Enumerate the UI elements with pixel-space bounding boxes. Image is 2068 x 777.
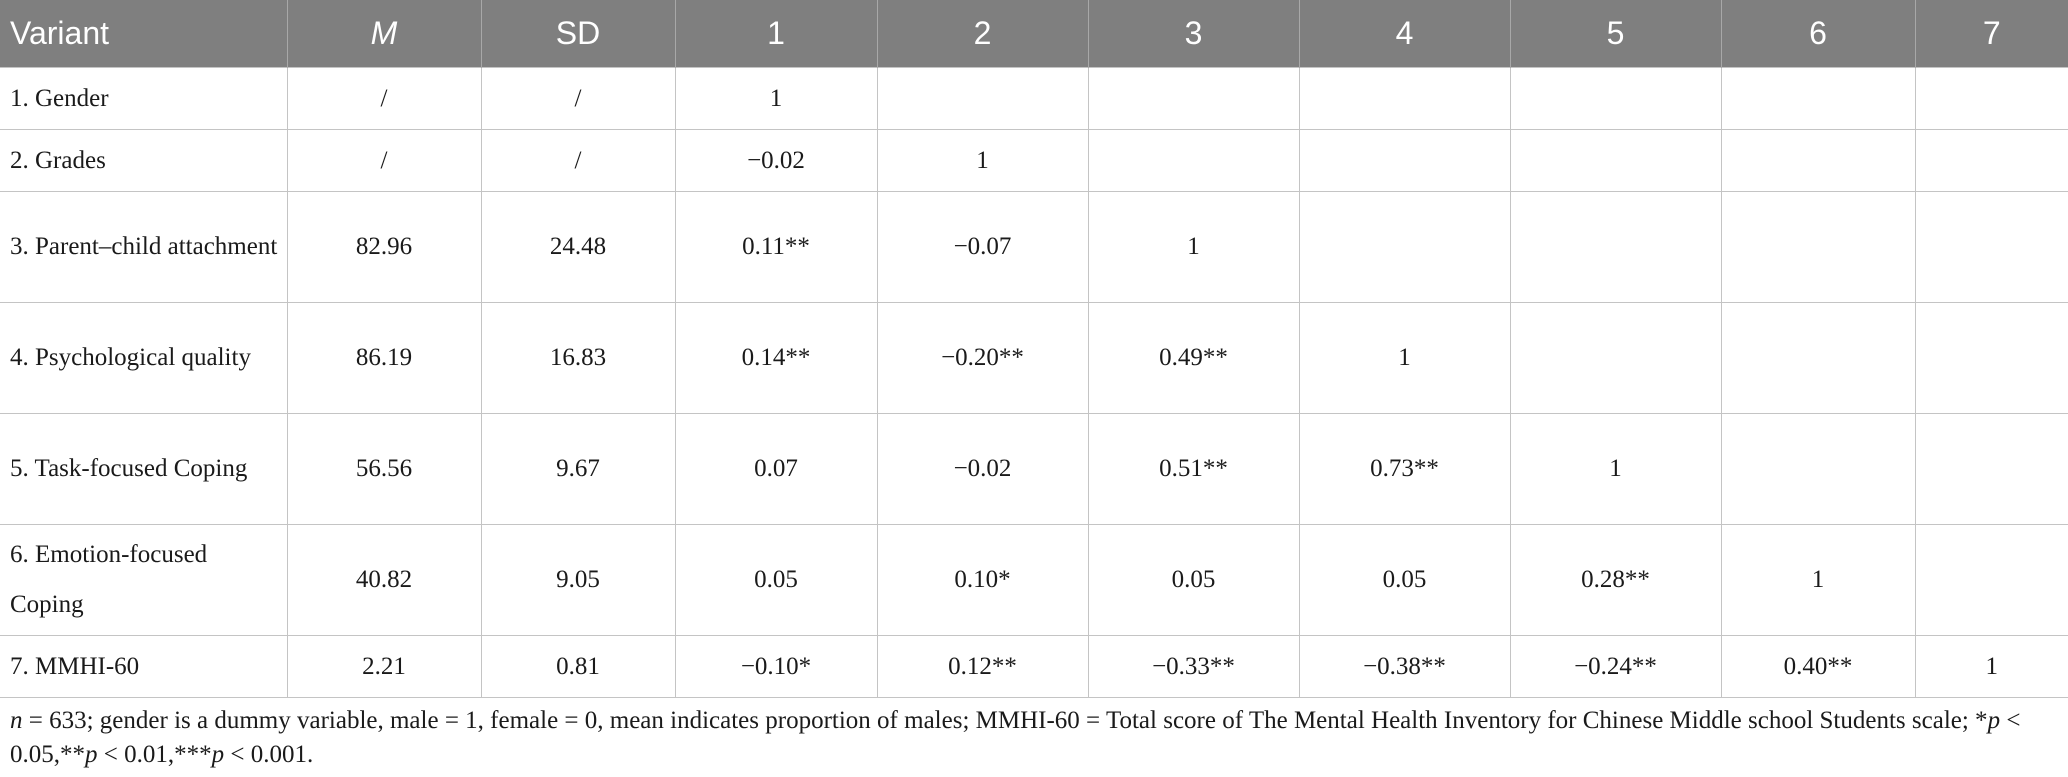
cell-1: 0.11** bbox=[674, 191, 878, 303]
cell-sd: / bbox=[480, 129, 676, 192]
table-row: 2. Grades / / −0.02 1 bbox=[0, 129, 2068, 192]
header-variant: Variant bbox=[0, 0, 288, 68]
table-row: 5. Task-focused Coping 56.56 9.67 0.07 −… bbox=[0, 413, 2068, 525]
cell-mean: 86.19 bbox=[286, 302, 482, 414]
cell-6 bbox=[1720, 129, 1916, 192]
cell-4: 0.05 bbox=[1298, 524, 1511, 636]
cell-4 bbox=[1298, 191, 1511, 303]
header-sd: SD bbox=[481, 0, 676, 68]
cell-3: 1 bbox=[1087, 191, 1300, 303]
cell-3: 0.05 bbox=[1087, 524, 1300, 636]
cell-7 bbox=[1914, 413, 2068, 525]
footnote-p-symbol: p bbox=[211, 741, 225, 768]
cell-mean: 82.96 bbox=[286, 191, 482, 303]
cell-5: 1 bbox=[1509, 413, 1722, 525]
header-col-5: 5 bbox=[1510, 0, 1722, 68]
cell-mean: / bbox=[286, 129, 482, 192]
table-footnote: n = 633; gender is a dummy variable, mal… bbox=[0, 698, 2060, 772]
footnote-threshold-1: < 0.05,** bbox=[10, 707, 2021, 768]
cell-7 bbox=[1914, 191, 2068, 303]
cell-6: 0.40** bbox=[1720, 635, 1916, 698]
cell-mean: 56.56 bbox=[286, 413, 482, 525]
cell-6 bbox=[1720, 191, 1916, 303]
cell-3: 0.49** bbox=[1087, 302, 1300, 414]
table-row: 3. Parent–child attachment 82.96 24.48 0… bbox=[0, 191, 2068, 303]
footnote-p-symbol: p bbox=[85, 741, 98, 768]
cell-1: −0.02 bbox=[674, 129, 878, 192]
cell-2: −0.20** bbox=[876, 302, 1089, 414]
table-row: 4. Psychological quality 86.19 16.83 0.1… bbox=[0, 302, 2068, 414]
cell-5 bbox=[1509, 191, 1722, 303]
correlation-table: Variant M SD 1 2 3 4 5 6 7 1. Gender / /… bbox=[0, 0, 2068, 698]
cell-7 bbox=[1914, 524, 2068, 636]
cell-5 bbox=[1509, 67, 1722, 130]
row-label: 2. Grades bbox=[0, 129, 288, 192]
header-col-7: 7 bbox=[1915, 0, 2068, 68]
footnote-text: = 633; gender is a dummy variable, male … bbox=[22, 707, 1988, 734]
footnote-n-symbol: n bbox=[10, 707, 23, 734]
cell-7 bbox=[1914, 302, 2068, 414]
cell-7 bbox=[1914, 67, 2068, 130]
table-row: 7. MMHI-60 2.21 0.81 −0.10* 0.12** −0.33… bbox=[0, 635, 2068, 698]
cell-4: 1 bbox=[1298, 302, 1511, 414]
table-row: 6. Emotion-focused Coping 40.82 9.05 0.0… bbox=[0, 524, 2068, 636]
cell-6 bbox=[1720, 302, 1916, 414]
cell-sd: / bbox=[480, 67, 676, 130]
cell-1: 1 bbox=[674, 67, 878, 130]
row-label: 1. Gender bbox=[0, 67, 288, 130]
header-row: Variant M SD 1 2 3 4 5 6 7 bbox=[0, 0, 2068, 68]
cell-2: 1 bbox=[876, 129, 1089, 192]
cell-4 bbox=[1298, 129, 1511, 192]
cell-3: −0.33** bbox=[1087, 635, 1300, 698]
header-col-3: 3 bbox=[1088, 0, 1300, 68]
header-col-6: 6 bbox=[1721, 0, 1916, 68]
cell-5: −0.24** bbox=[1509, 635, 1722, 698]
cell-sd: 9.67 bbox=[480, 413, 676, 525]
cell-4: −0.38** bbox=[1298, 635, 1511, 698]
row-label: 6. Emotion-focused Coping bbox=[0, 524, 288, 636]
row-label: 7. MMHI-60 bbox=[0, 635, 288, 698]
row-label: 3. Parent–child attachment bbox=[0, 191, 288, 303]
header-col-2: 2 bbox=[877, 0, 1089, 68]
cell-6 bbox=[1720, 413, 1916, 525]
cell-1: 0.05 bbox=[674, 524, 878, 636]
cell-1: −0.10* bbox=[674, 635, 878, 698]
cell-sd: 24.48 bbox=[480, 191, 676, 303]
header-mean: M bbox=[287, 0, 482, 68]
cell-2: 0.12** bbox=[876, 635, 1089, 698]
cell-3: 0.51** bbox=[1087, 413, 1300, 525]
cell-sd: 0.81 bbox=[480, 635, 676, 698]
cell-6 bbox=[1720, 67, 1916, 130]
correlation-table-container: Variant M SD 1 2 3 4 5 6 7 1. Gender / /… bbox=[0, 0, 2068, 698]
footnote-p-symbol: p bbox=[1987, 707, 2001, 734]
cell-3 bbox=[1087, 67, 1300, 130]
cell-mean: 40.82 bbox=[286, 524, 482, 636]
cell-5: 0.28** bbox=[1509, 524, 1722, 636]
cell-1: 0.07 bbox=[674, 413, 878, 525]
table-row: 1. Gender / / 1 bbox=[0, 67, 2068, 130]
cell-5 bbox=[1509, 129, 1722, 192]
cell-mean: / bbox=[286, 67, 482, 130]
cell-7 bbox=[1914, 129, 2068, 192]
row-label: 5. Task-focused Coping bbox=[0, 413, 288, 525]
footnote-threshold-3: < 0.001. bbox=[224, 741, 314, 768]
row-label: 4. Psychological quality bbox=[0, 302, 288, 414]
cell-sd: 9.05 bbox=[480, 524, 676, 636]
cell-4 bbox=[1298, 67, 1511, 130]
header-col-4: 4 bbox=[1299, 0, 1511, 68]
cell-3 bbox=[1087, 129, 1300, 192]
header-col-1: 1 bbox=[675, 0, 878, 68]
cell-mean: 2.21 bbox=[286, 635, 482, 698]
cell-1: 0.14** bbox=[674, 302, 878, 414]
cell-2 bbox=[876, 67, 1089, 130]
cell-2: −0.07 bbox=[876, 191, 1089, 303]
cell-sd: 16.83 bbox=[480, 302, 676, 414]
cell-5 bbox=[1509, 302, 1722, 414]
cell-7: 1 bbox=[1914, 635, 2068, 698]
cell-2: −0.02 bbox=[876, 413, 1089, 525]
cell-4: 0.73** bbox=[1298, 413, 1511, 525]
footnote-threshold-2: < 0.01,*** bbox=[97, 741, 212, 768]
cell-6: 1 bbox=[1720, 524, 1916, 636]
cell-2: 0.10* bbox=[876, 524, 1089, 636]
